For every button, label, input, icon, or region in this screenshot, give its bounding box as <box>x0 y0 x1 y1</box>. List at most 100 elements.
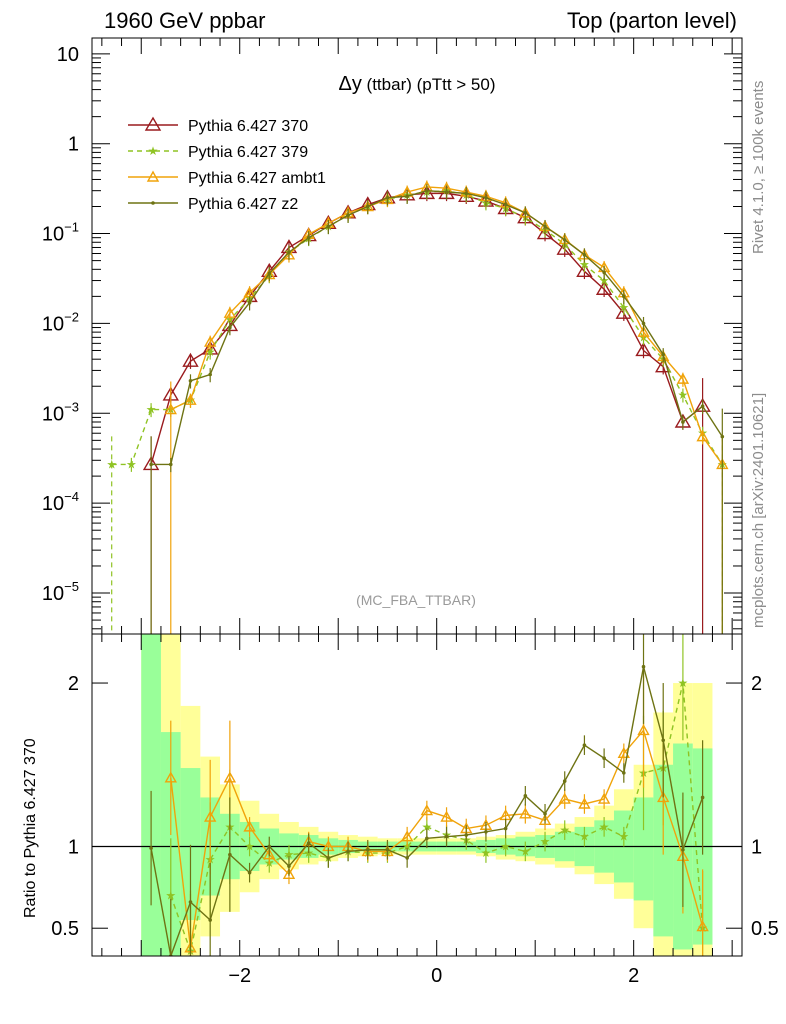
series-line <box>151 189 723 466</box>
main-panel: ★★★★★★★★★★★★★★★★★★★★★★★★★★★★★★★★ 10110−1… <box>42 37 743 635</box>
data-point <box>201 340 219 355</box>
data-point <box>464 191 469 196</box>
ratio-data-point <box>203 810 217 822</box>
ratio-data-point <box>400 830 414 842</box>
mcplots-label: mcplots.cern.ch [arXiv:2401.10621] <box>750 393 767 628</box>
ratio-data-point: ★ <box>284 848 295 862</box>
data-point <box>676 372 690 384</box>
series-pythia-6-427-z2 <box>149 184 725 634</box>
y-tick-label: 1 <box>68 134 79 156</box>
ratio-data-point <box>657 791 670 803</box>
legend-item-pythia-6-427-ambt1: Pythia 6.427 ambt1 <box>128 170 326 187</box>
data-point <box>536 225 554 240</box>
analysis-watermark: (MC_FBA_TTBAR) <box>356 592 476 608</box>
data-point <box>287 250 291 255</box>
ratio-data-point <box>661 738 666 743</box>
data-point <box>267 271 272 276</box>
ratio-data-point <box>247 870 252 875</box>
legend-marker: ★ <box>148 144 159 158</box>
ratio-data-point: ★ <box>244 839 255 853</box>
data-point <box>182 352 199 367</box>
ratio-data-point <box>641 664 646 669</box>
ratio-y-tick-label: 2 <box>68 673 79 695</box>
ratio-data-point: ★ <box>421 820 432 834</box>
data-point: ★ <box>618 301 629 315</box>
header-left: 1960 GeV ppbar <box>104 8 265 33</box>
data-point <box>365 204 370 209</box>
data-point <box>637 325 650 337</box>
x-tick-label: 0 <box>431 965 442 987</box>
ratio-data-point <box>282 867 296 879</box>
legend-label: Pythia 6.427 370 <box>188 118 308 135</box>
ratio-data-point <box>223 771 237 783</box>
ratio-data-point <box>538 813 552 826</box>
ratio-data-point <box>420 804 434 816</box>
ratio-data-point <box>464 833 469 837</box>
ratio-data-point <box>365 847 370 852</box>
data-point <box>635 342 652 357</box>
ratio-panel: ★★★★★★★★★★★★★★★★★★★★★★★★★★★★ −20222110.5… <box>22 633 779 987</box>
data-point <box>700 404 705 408</box>
ratio-data-point <box>425 836 429 841</box>
data-point <box>661 352 666 357</box>
data-point <box>405 194 409 199</box>
y-tick-label: 10−4 <box>42 489 79 515</box>
ratio-data-point <box>582 743 587 747</box>
ratio-data-point: ★ <box>500 839 511 853</box>
y-tick-label: 10−5 <box>42 579 79 605</box>
ratio-data-point <box>164 771 177 783</box>
data-point <box>306 235 311 240</box>
ratio-data-point <box>440 810 453 822</box>
uncertainty-band-inner <box>633 797 654 901</box>
ratio-series-line <box>170 682 704 954</box>
data-point: ★ <box>579 258 590 272</box>
data-point <box>346 213 350 218</box>
ratio-data-point <box>228 852 232 857</box>
data-point <box>484 195 488 200</box>
data-point <box>595 280 613 295</box>
data-point <box>444 190 449 194</box>
data-point <box>523 211 528 215</box>
ratio-data-point <box>523 794 528 798</box>
legend-item-pythia-6-427-379: ★ Pythia 6.427 379 <box>128 144 308 161</box>
data-point <box>385 195 390 200</box>
ratio-data-point <box>543 811 547 816</box>
series-pythia-6-427-ambt1 <box>164 180 729 634</box>
data-point <box>168 462 173 467</box>
data-point <box>425 188 429 193</box>
data-point <box>543 224 547 229</box>
ratio-data-point <box>188 900 193 904</box>
x-tick-label: 2 <box>628 965 639 987</box>
ratio-data-point: ★ <box>599 820 610 834</box>
data-point <box>223 306 237 318</box>
plot-title-rest: (ttbar) (pTtt > 50) <box>362 75 496 94</box>
plot-title: Δy (ttbar) (pTtt > 50) <box>338 73 495 95</box>
ratio-data-point <box>287 864 291 868</box>
data-point <box>602 270 606 275</box>
legend-marker <box>144 116 162 131</box>
data-point <box>681 420 685 424</box>
ratio-data-point <box>243 820 256 832</box>
ratio-y-tick-label-right: 1 <box>751 836 762 858</box>
data-point <box>203 335 217 347</box>
ratio-data-point <box>578 797 591 809</box>
data-point <box>164 403 177 415</box>
ratio-data-point <box>405 856 409 860</box>
ratio-data-point <box>385 847 390 852</box>
data-point: ★ <box>146 403 157 417</box>
ratio-data-point: ★ <box>165 889 176 903</box>
data-point <box>641 321 646 326</box>
data-point <box>149 462 153 467</box>
ratio-data-point <box>326 856 331 860</box>
data-point <box>326 224 331 229</box>
ratio-y-tick-label: 1 <box>68 836 79 858</box>
legend-item-pythia-6-427-z2: Pythia 6.427 z2 <box>128 196 298 213</box>
ratio-data-point <box>208 918 212 922</box>
ratio-data-point <box>622 771 626 775</box>
ratio-data-point <box>503 826 508 831</box>
rivet-version-label: Rivet 4.1.0, ≥ 100k events <box>750 81 767 254</box>
data-point: ★ <box>205 345 216 359</box>
series-pythia-6-427-370 <box>142 184 711 634</box>
header-right: Top (parton level) <box>567 8 737 33</box>
